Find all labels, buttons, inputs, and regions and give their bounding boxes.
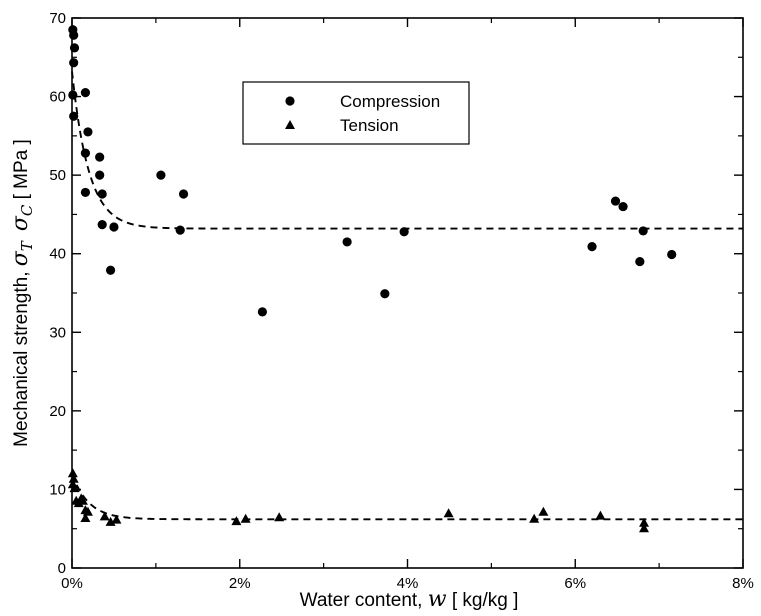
x-axis-label: Water content, w [ kg/kg ]: [300, 587, 519, 612]
y-tick-label: 0: [58, 560, 66, 577]
y-tick-label: 50: [49, 167, 66, 184]
compression-point: [618, 201, 628, 212]
tension-point: [68, 473, 79, 483]
compression-point: [69, 43, 80, 53]
data-points: [67, 25, 677, 533]
tension-point: [73, 498, 84, 508]
y-tick-label: 20: [49, 403, 66, 420]
ticks: 0% 2% 4% 6% 8% 0 10 20 30 40 50 60 70: [49, 10, 754, 592]
y-axis-label-symbol1: σ: [8, 250, 33, 266]
tension-point: [538, 506, 549, 516]
tension-point: [99, 511, 110, 521]
tension-point: [529, 513, 540, 523]
tension-point: [77, 495, 88, 505]
compression-point: [80, 148, 91, 158]
x-tick-label: 4%: [397, 575, 419, 592]
tension-point: [639, 517, 650, 527]
legend-marker-tension: [285, 120, 295, 129]
y-tick-label: 30: [49, 324, 66, 341]
y-axis-label-sub1: T: [18, 240, 36, 251]
y-tick-label: 40: [49, 246, 66, 263]
tension-point: [111, 514, 122, 524]
compression-point: [667, 249, 677, 260]
y-axis-label-sub2: C: [18, 204, 36, 216]
tension-point: [105, 516, 116, 526]
y-tick-label: 10: [49, 481, 66, 498]
tension-point: [595, 510, 606, 520]
compression-point: [97, 189, 107, 199]
y-axis-label-symbol2: σ: [8, 215, 33, 231]
tension-point: [443, 508, 454, 518]
y-tick-label: 70: [49, 10, 66, 27]
x-axis-label-suffix: [ kg/kg ]: [447, 590, 519, 611]
compression-point: [257, 307, 267, 317]
tension-point: [231, 516, 242, 526]
compression-point: [156, 170, 166, 180]
compression-point: [175, 225, 185, 235]
compression-point: [638, 226, 648, 236]
tension-point: [80, 513, 91, 522]
x-axis-label-prefix: Water content,: [300, 590, 428, 611]
y-axis-label-prefix: Mechanical strength,: [11, 266, 32, 447]
compression-point: [69, 30, 79, 40]
compression-point: [69, 111, 79, 121]
x-axis-label-symbol: w: [428, 587, 447, 612]
tension-point: [69, 483, 80, 493]
tension-point: [240, 513, 251, 523]
x-tick-label: 8%: [732, 575, 754, 592]
compression-point: [97, 220, 107, 230]
y-axis-label-suffix: [ MPa ]: [11, 139, 32, 204]
compression-point: [105, 265, 116, 275]
tension-point: [67, 468, 78, 478]
compression-point: [610, 196, 621, 206]
y-axis-label: Mechanical strength, σTσC [ MPa ]: [8, 139, 36, 447]
compression-point: [69, 58, 79, 68]
legend-label-tension: Tension: [340, 116, 399, 135]
legend-box: [242, 81, 470, 145]
compression-point: [95, 170, 105, 180]
legend-marker-compression: [285, 96, 295, 106]
compression-point: [95, 152, 105, 162]
compression-point: [109, 222, 119, 232]
legend-label-compression: Compression: [340, 92, 440, 111]
x-tick-label: 6%: [564, 575, 586, 592]
compression-point: [380, 289, 390, 299]
x-tick-label: 2%: [229, 575, 251, 592]
compression-point: [68, 90, 78, 100]
compression-point: [178, 189, 189, 199]
compression-point: [399, 227, 409, 237]
tension-point: [639, 523, 650, 533]
compression-point: [83, 127, 93, 137]
compression-point: [587, 242, 597, 252]
fit-line-1: [71, 473, 743, 521]
compression-point: [80, 187, 91, 198]
compression-point: [635, 256, 645, 267]
y-tick-label: 60: [49, 89, 66, 106]
x-tick-label: 0%: [61, 575, 83, 592]
compression-point: [80, 88, 91, 98]
compression-point: [342, 237, 352, 247]
legend: Compression Tension: [242, 81, 470, 145]
tension-point: [274, 512, 285, 522]
